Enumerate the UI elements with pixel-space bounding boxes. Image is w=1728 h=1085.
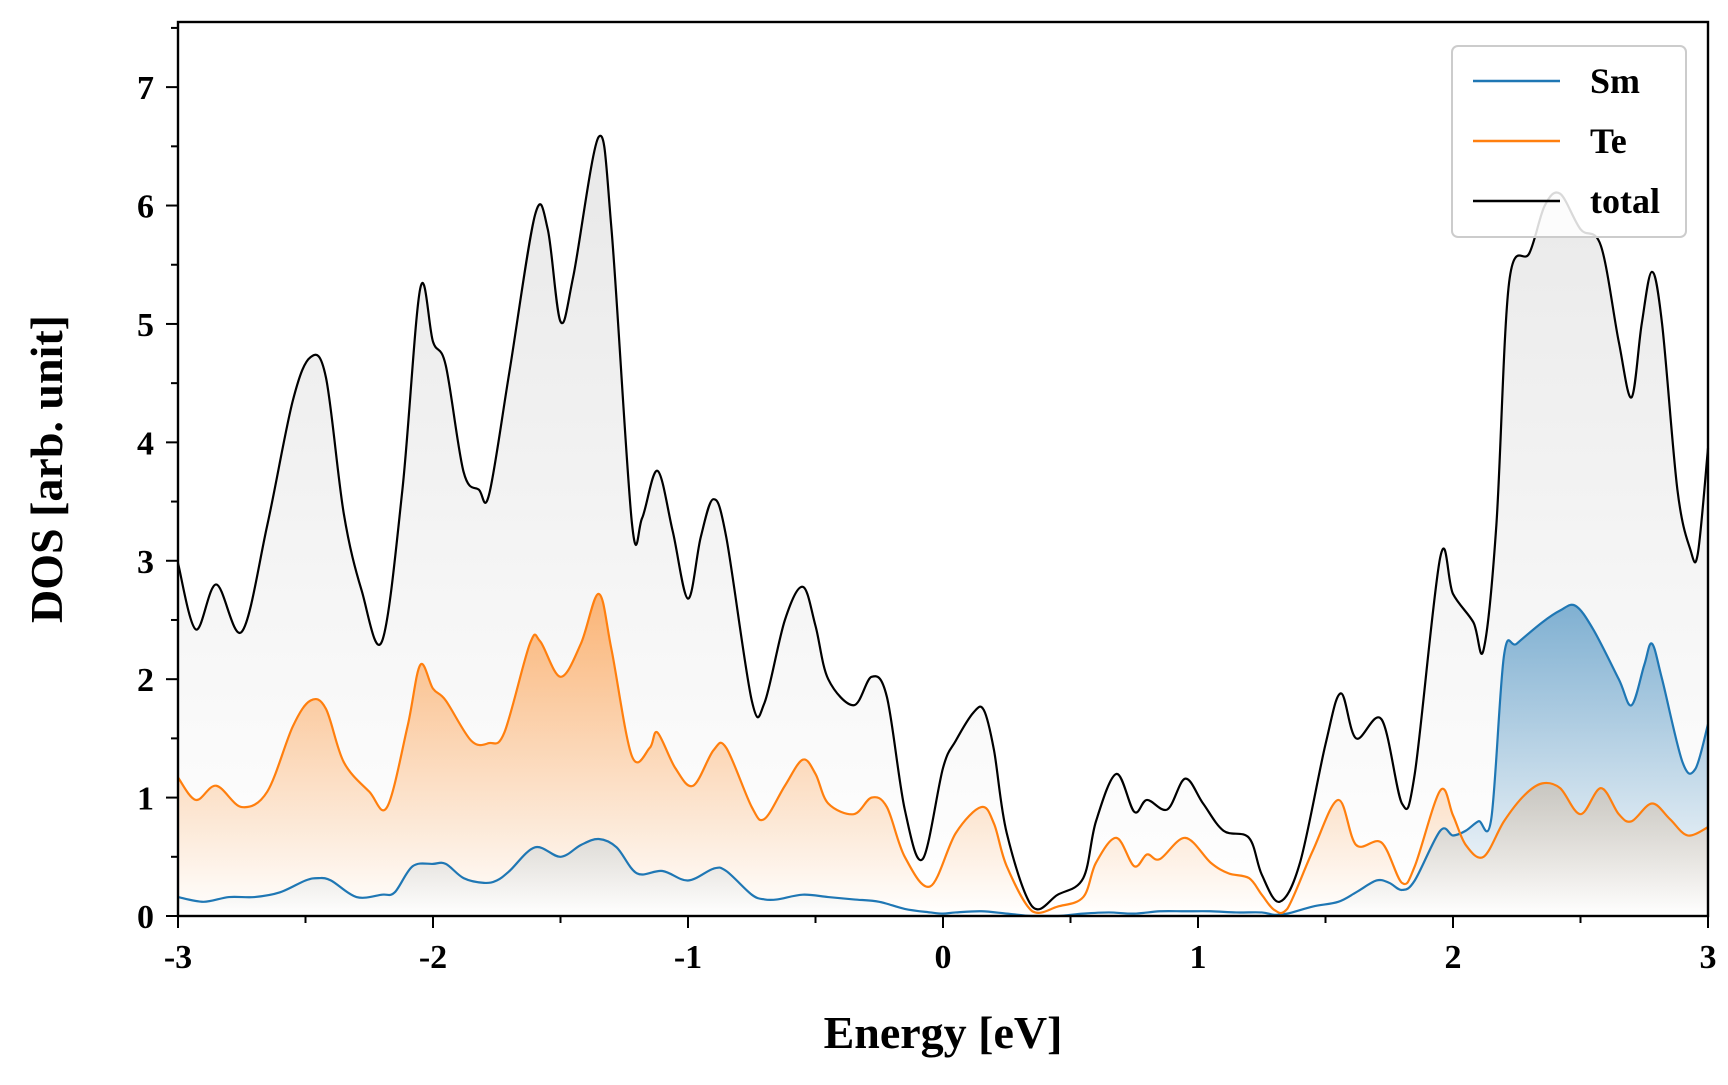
y-tick-label: 3 [137,544,154,581]
y-axis-label: DOS [arb. unit] [21,315,72,623]
y-tick-label: 0 [137,899,154,936]
legend-box [1451,45,1687,238]
Te-series-line [177,592,1709,915]
Te-area-fill [178,593,1708,916]
x-tick-label: -2 [419,939,447,976]
legend-label-Te: Te [1590,121,1627,161]
y-tick-label: 1 [137,781,154,818]
series-lines [176,134,1710,918]
axis-ticks [166,26,1709,928]
area-fills [178,135,1708,916]
x-tick-label: -1 [674,939,702,976]
y-tick-label: 6 [137,189,154,226]
legend: Sm Te total [1451,45,1687,238]
legend-label-total: total [1590,181,1660,221]
x-axis-label: Energy [eV] [824,1007,1063,1058]
legend-label-Sm: Sm [1590,61,1640,101]
legend-items: Sm Te total [1473,61,1660,221]
y-tick-label: 4 [137,425,154,462]
Sm-area-fill [178,604,1708,916]
x-tick-label: 0 [935,939,952,976]
y-tick-label: 2 [137,662,154,699]
x-tick-label: 3 [1700,939,1717,976]
y-tick-label: 5 [137,307,154,344]
total-series-line [176,134,1710,911]
x-tick-label: 2 [1445,939,1462,976]
x-tick-label: -3 [164,939,192,976]
x-tick-label: 1 [1190,939,1207,976]
Sm-series-line [177,603,1710,918]
tick-labels: -3 -2 -1 0 1 2 3 0 1 2 3 4 5 6 7 [137,70,1717,976]
y-tick-label: 7 [137,70,154,107]
